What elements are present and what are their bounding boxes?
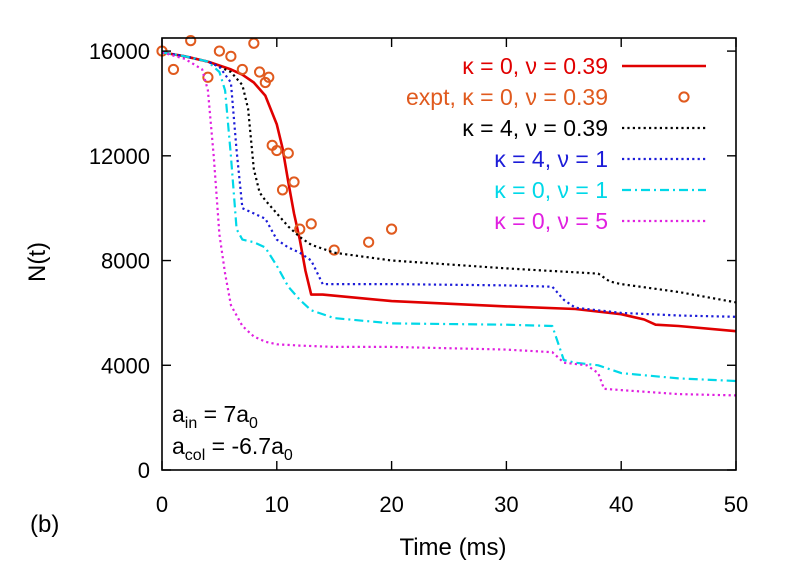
legend-label: κ = 0, ν = 5	[494, 208, 608, 234]
legend-label: κ = 0, ν = 1	[494, 177, 608, 203]
x-tick-label: 50	[724, 492, 748, 517]
y-tick-label: 16000	[89, 39, 150, 64]
data-point	[263, 71, 275, 83]
legend: κ = 0, ν = 0.39 expt, κ = 0, ν = 0.39 κ = …	[406, 53, 706, 234]
data-point	[282, 147, 294, 159]
annotation-a-col: acol = -6.7a0	[172, 433, 293, 464]
data-point	[213, 45, 225, 57]
data-point	[363, 236, 375, 248]
panel-label: (b)	[30, 511, 59, 538]
x-tick-label: 0	[156, 492, 168, 517]
series-line	[161, 51, 737, 397]
data-point	[328, 244, 340, 256]
series-line	[161, 51, 737, 304]
data-point	[271, 144, 283, 157]
series-line	[161, 51, 737, 383]
x-tick-label: 40	[609, 492, 633, 517]
legend-label: κ = 4, ν = 1	[494, 146, 608, 172]
legend-label: expt, κ = 0, ν = 0.39	[406, 84, 608, 110]
x-tick-label: 10	[265, 492, 289, 517]
data-point	[167, 63, 180, 76]
data-point	[225, 50, 237, 62]
data-point	[202, 71, 214, 83]
series-layer	[156, 35, 737, 397]
data-point	[236, 63, 248, 76]
data-point	[253, 66, 266, 78]
y-tick-label: 8000	[101, 249, 150, 274]
data-point	[248, 37, 260, 49]
data-point	[386, 223, 398, 235]
x-axis-label: Time (ms)	[399, 534, 506, 561]
data-point	[276, 184, 289, 196]
data-point	[185, 35, 197, 47]
data-point	[294, 223, 306, 235]
x-tick-label: 20	[379, 492, 403, 517]
legend-marker	[678, 91, 690, 103]
y-tick-label: 4000	[101, 353, 150, 378]
y-tick-label: 12000	[89, 144, 150, 169]
legend-label: κ = 4, ν = 0.39	[462, 115, 608, 141]
ticks-layer: 0 10 20 30 40 50 0 4000 8000 12000 16000	[89, 38, 748, 517]
data-point	[305, 218, 317, 230]
plot-frame	[161, 37, 737, 471]
y-axis-label: N(t)	[24, 242, 51, 282]
x-tick-label: 30	[494, 492, 518, 517]
legend-label: κ = 0, ν = 0.39	[462, 53, 608, 79]
y-tick-label: 0	[138, 458, 150, 483]
data-point	[288, 176, 300, 188]
annotation-a-in: ain = 7a0	[172, 401, 258, 432]
